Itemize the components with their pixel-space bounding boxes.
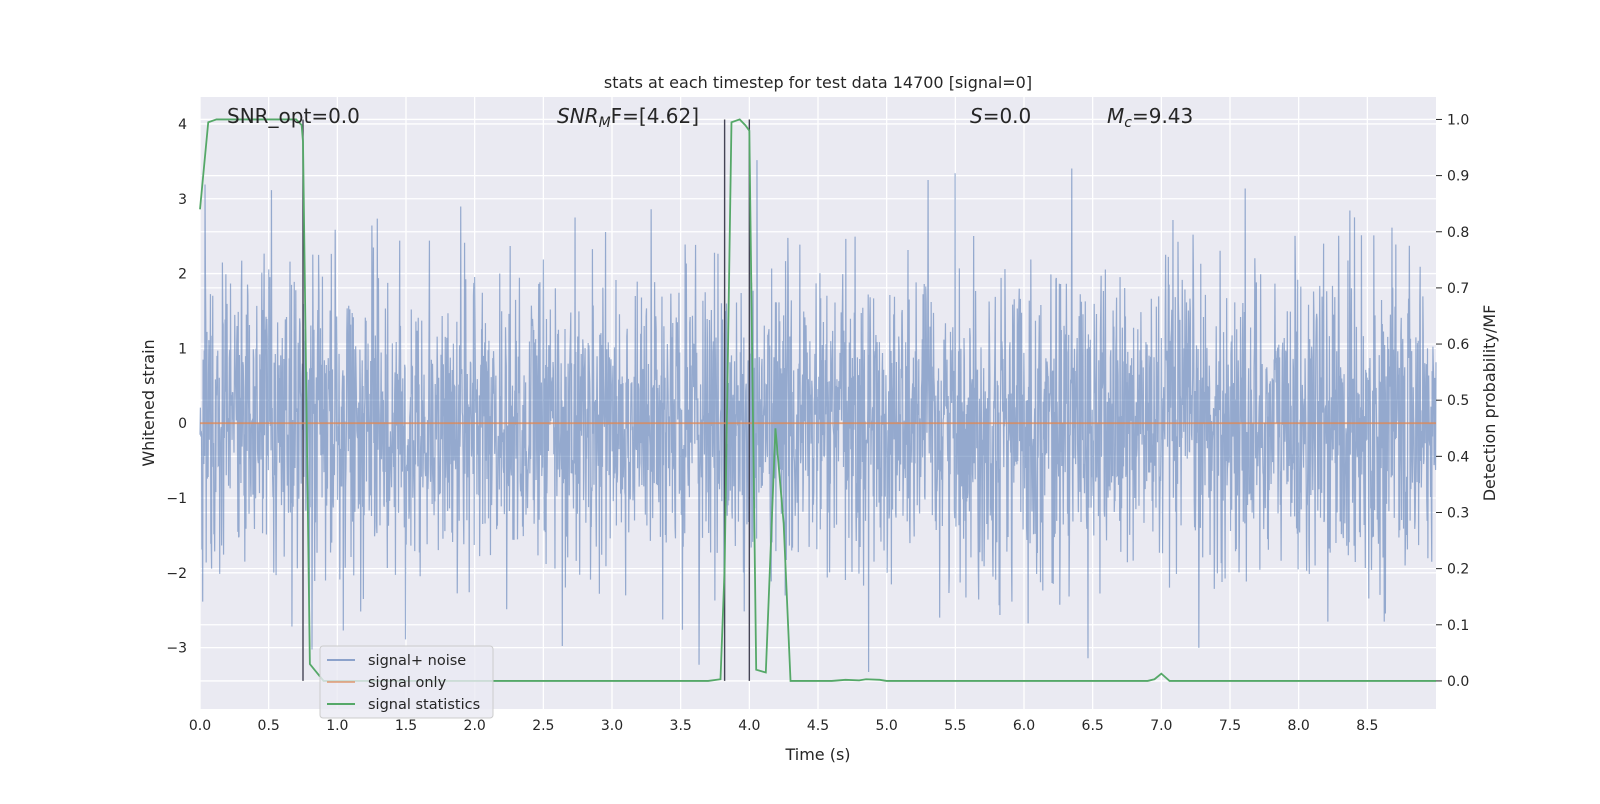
series-signal-plus-noise	[199, 160, 1437, 673]
y-left-tick-label-1: −2	[166, 566, 187, 582]
x-tick-label-0: 0.0	[189, 718, 211, 734]
annotation-s-rest: =0.0	[983, 104, 1032, 128]
y-right-tick-label-1: 0.1	[1447, 618, 1469, 634]
annotation-s-main: S	[970, 104, 983, 128]
series-signal-statistics	[199, 118, 1436, 682]
line-series-layer	[199, 118, 1436, 682]
legend-label-statistics: signal statistics	[368, 697, 480, 713]
x-tick-label-11: 5.5	[944, 718, 966, 734]
x-tick-label-12: 6.0	[1013, 718, 1035, 734]
x-tick-label-8: 4.0	[738, 718, 760, 734]
annotation-s: S=0.0	[970, 104, 1031, 128]
y-left-tick-label-5: 2	[178, 267, 187, 283]
annotation-snr-mf: SNRMF=[4.62]	[557, 104, 699, 131]
annotation-mc-rest: =9.43	[1132, 104, 1193, 128]
x-tick-label-3: 1.5	[395, 718, 417, 734]
y-left-tick-label-2: −1	[166, 491, 187, 507]
x-tick-label-6: 3.0	[601, 718, 623, 734]
y-left-tick-label-6: 3	[178, 192, 187, 208]
tick-labels: 0.0 0.5 1.0 1.5 2.0 2.5 3.0 3.5 4.0 4.5 5.0 5.5 6.0 6…	[166, 112, 1469, 734]
y-right-tick-label-10: 1.0	[1447, 112, 1469, 128]
annotation-snr-mf-main: SNR	[557, 104, 599, 128]
y-left-tick-label-4: 1	[178, 341, 187, 357]
y-right-tick-label-0: 0.0	[1447, 674, 1469, 690]
y-left-tick-label-0: −3	[166, 641, 187, 657]
y-left-tick-label-3: 0	[178, 416, 187, 432]
legend: signal+ noise signal only signal statist…	[319, 645, 494, 719]
chart-title: stats at each timestep for test data 147…	[604, 73, 1032, 92]
annotation-snr-mf-sub: M	[599, 115, 611, 131]
x-axis-label: Time (s)	[784, 745, 850, 764]
y-right-tick-label-3: 0.3	[1447, 505, 1469, 521]
y-right-tick-label-9: 0.9	[1447, 169, 1469, 185]
x-tick-label-14: 7.0	[1150, 718, 1172, 734]
y-right-tick-label-5: 0.5	[1447, 393, 1469, 409]
x-tick-label-13: 6.5	[1082, 718, 1104, 734]
y-right-tick-label-7: 0.7	[1447, 281, 1469, 297]
x-tick-label-16: 8.0	[1288, 718, 1310, 734]
x-tick-label-4: 2.0	[464, 718, 486, 734]
legend-label-noise: signal+ noise	[368, 653, 466, 669]
x-tick-label-9: 4.5	[807, 718, 829, 734]
x-tick-label-7: 3.5	[670, 718, 692, 734]
noise-series-layer	[199, 160, 1437, 673]
y-right-tick-label-6: 0.6	[1447, 337, 1469, 353]
legend-box	[319, 645, 494, 719]
x-tick-label-10: 5.0	[876, 718, 898, 734]
x-tick-label-15: 7.5	[1219, 718, 1241, 734]
y-axis-label-left: Whitened strain	[139, 339, 158, 466]
y-right-tick-label-2: 0.2	[1447, 562, 1469, 578]
legend-label-signal: signal only	[368, 675, 447, 691]
annotation-snr-opt: SNR_opt=0.0	[227, 104, 360, 128]
annotation-mc-main: M	[1107, 104, 1124, 128]
y-left-tick-label-7: 4	[178, 117, 187, 133]
annotation-snr-mf-rest: F=[4.62]	[611, 104, 699, 128]
x-tick-label-2: 1.0	[326, 718, 348, 734]
x-tick-label-17: 8.5	[1356, 718, 1378, 734]
annotation-mc: Mc=9.43	[1107, 104, 1193, 131]
y-right-tick-label-8: 0.8	[1447, 225, 1469, 241]
annotation-mc-sub: c	[1124, 115, 1132, 131]
y-right-tick-label-4: 0.4	[1447, 449, 1469, 465]
x-tick-label-5: 2.5	[532, 718, 554, 734]
y-axis-label-right: Detection probability/MF	[1480, 305, 1499, 502]
x-tick-label-1: 0.5	[258, 718, 280, 734]
